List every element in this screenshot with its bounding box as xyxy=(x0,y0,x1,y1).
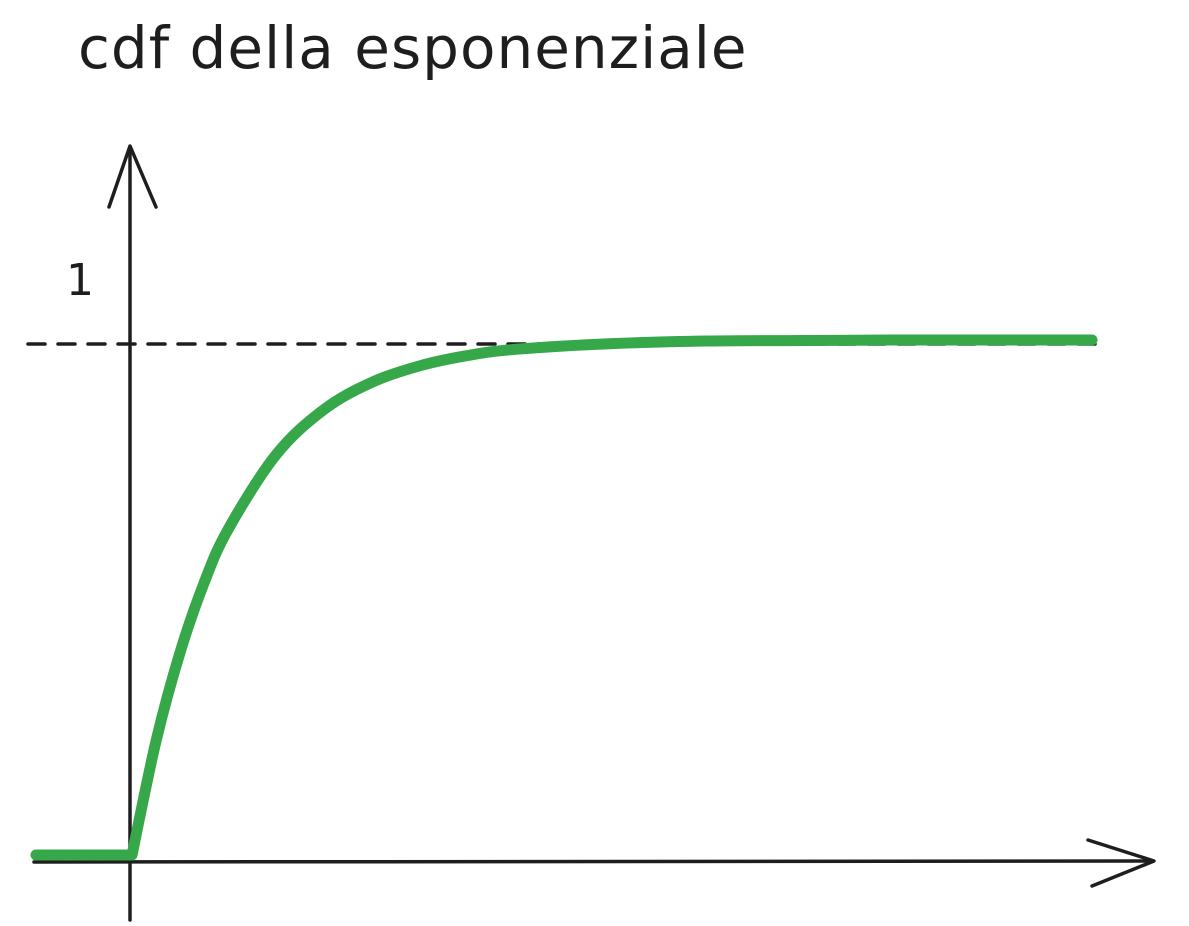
x-axis-line xyxy=(32,859,1152,864)
cdf-curve-line xyxy=(30,334,1098,861)
axes xyxy=(32,144,1156,922)
series-layer xyxy=(30,334,1098,861)
chart-title: cdf della esponenziale xyxy=(78,14,748,82)
y-axis-line xyxy=(127,146,132,922)
tick-labels: 1 xyxy=(66,255,94,306)
y-axis-arrow-icon xyxy=(107,144,158,209)
x-axis-arrow-icon xyxy=(1086,838,1156,888)
y-tick-label-0: 1 xyxy=(66,255,94,306)
